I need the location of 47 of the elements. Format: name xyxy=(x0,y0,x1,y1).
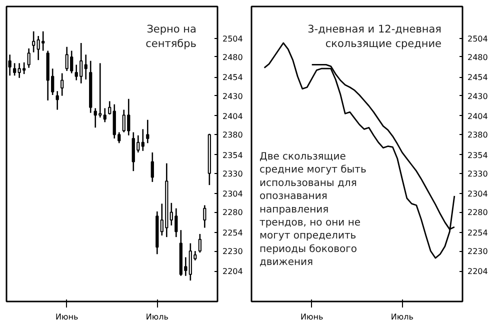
y-tick-label: 2204 xyxy=(468,267,488,276)
y-tick-label: 2454 xyxy=(468,73,488,82)
y-tick-label: 2380 xyxy=(222,130,243,140)
y-tick-label: 2354 xyxy=(222,150,243,160)
y-tick-label: 2204 xyxy=(222,267,243,276)
y-tick-label: 2280 xyxy=(222,208,243,218)
y-tick-label: 2380 xyxy=(468,130,488,140)
candlestick xyxy=(203,204,206,228)
y-tick-label: 2430 xyxy=(468,92,488,101)
y-tick-label: 2304 xyxy=(468,190,488,199)
y-tick-label: 2480 xyxy=(468,52,488,62)
y-tick-label: 2330 xyxy=(222,169,243,178)
y-tick-label: 2504 xyxy=(468,34,488,44)
x-tick-label: Июнь xyxy=(300,312,324,322)
candlestick xyxy=(108,100,112,116)
candlestick xyxy=(103,108,106,123)
candlestick xyxy=(13,62,16,76)
y-tick-label: 2254 xyxy=(468,228,488,238)
candlestick xyxy=(27,48,30,68)
y-tick-label: 2404 xyxy=(468,112,488,121)
y-tick-label: 2454 xyxy=(222,73,243,82)
y-tick-label: 2280 xyxy=(468,208,488,218)
x-tick-label: Июнь xyxy=(56,312,78,322)
candlestick xyxy=(32,30,36,53)
y-tick-label: 2304 xyxy=(222,190,243,199)
candlestick xyxy=(150,152,154,183)
y-tick-label: 2480 xyxy=(222,52,243,62)
candlestick xyxy=(56,90,59,110)
y-tick-label: 2254 xyxy=(222,228,243,238)
candlestick xyxy=(198,233,202,254)
candlestick xyxy=(146,119,150,144)
candlestick xyxy=(84,54,88,80)
text: Две скользящие средние могут быть использованы для опознавания направления трендов, но они не могут определить периоды бокового движения xyxy=(260,152,366,268)
y-tick-label: 2504 xyxy=(222,34,243,44)
y-tick-label: 2430 xyxy=(222,92,243,101)
y-tick-label: 2354 xyxy=(468,150,488,160)
y-tick-label: 2230 xyxy=(468,247,488,256)
text: Зерно на сентябрь xyxy=(146,24,197,50)
x-tick-label: Июль xyxy=(390,312,414,322)
y-tick-label: 2230 xyxy=(222,247,243,256)
y-tick-label: 2404 xyxy=(222,112,243,121)
candlestick xyxy=(141,128,144,152)
text: 3-дневная и 12-дневная скользящие средние xyxy=(308,24,442,50)
candlestick xyxy=(8,54,12,76)
x-tick-label: Июль xyxy=(146,312,169,322)
y-tick-label: 2330 xyxy=(468,169,488,178)
candlestick xyxy=(60,72,64,96)
